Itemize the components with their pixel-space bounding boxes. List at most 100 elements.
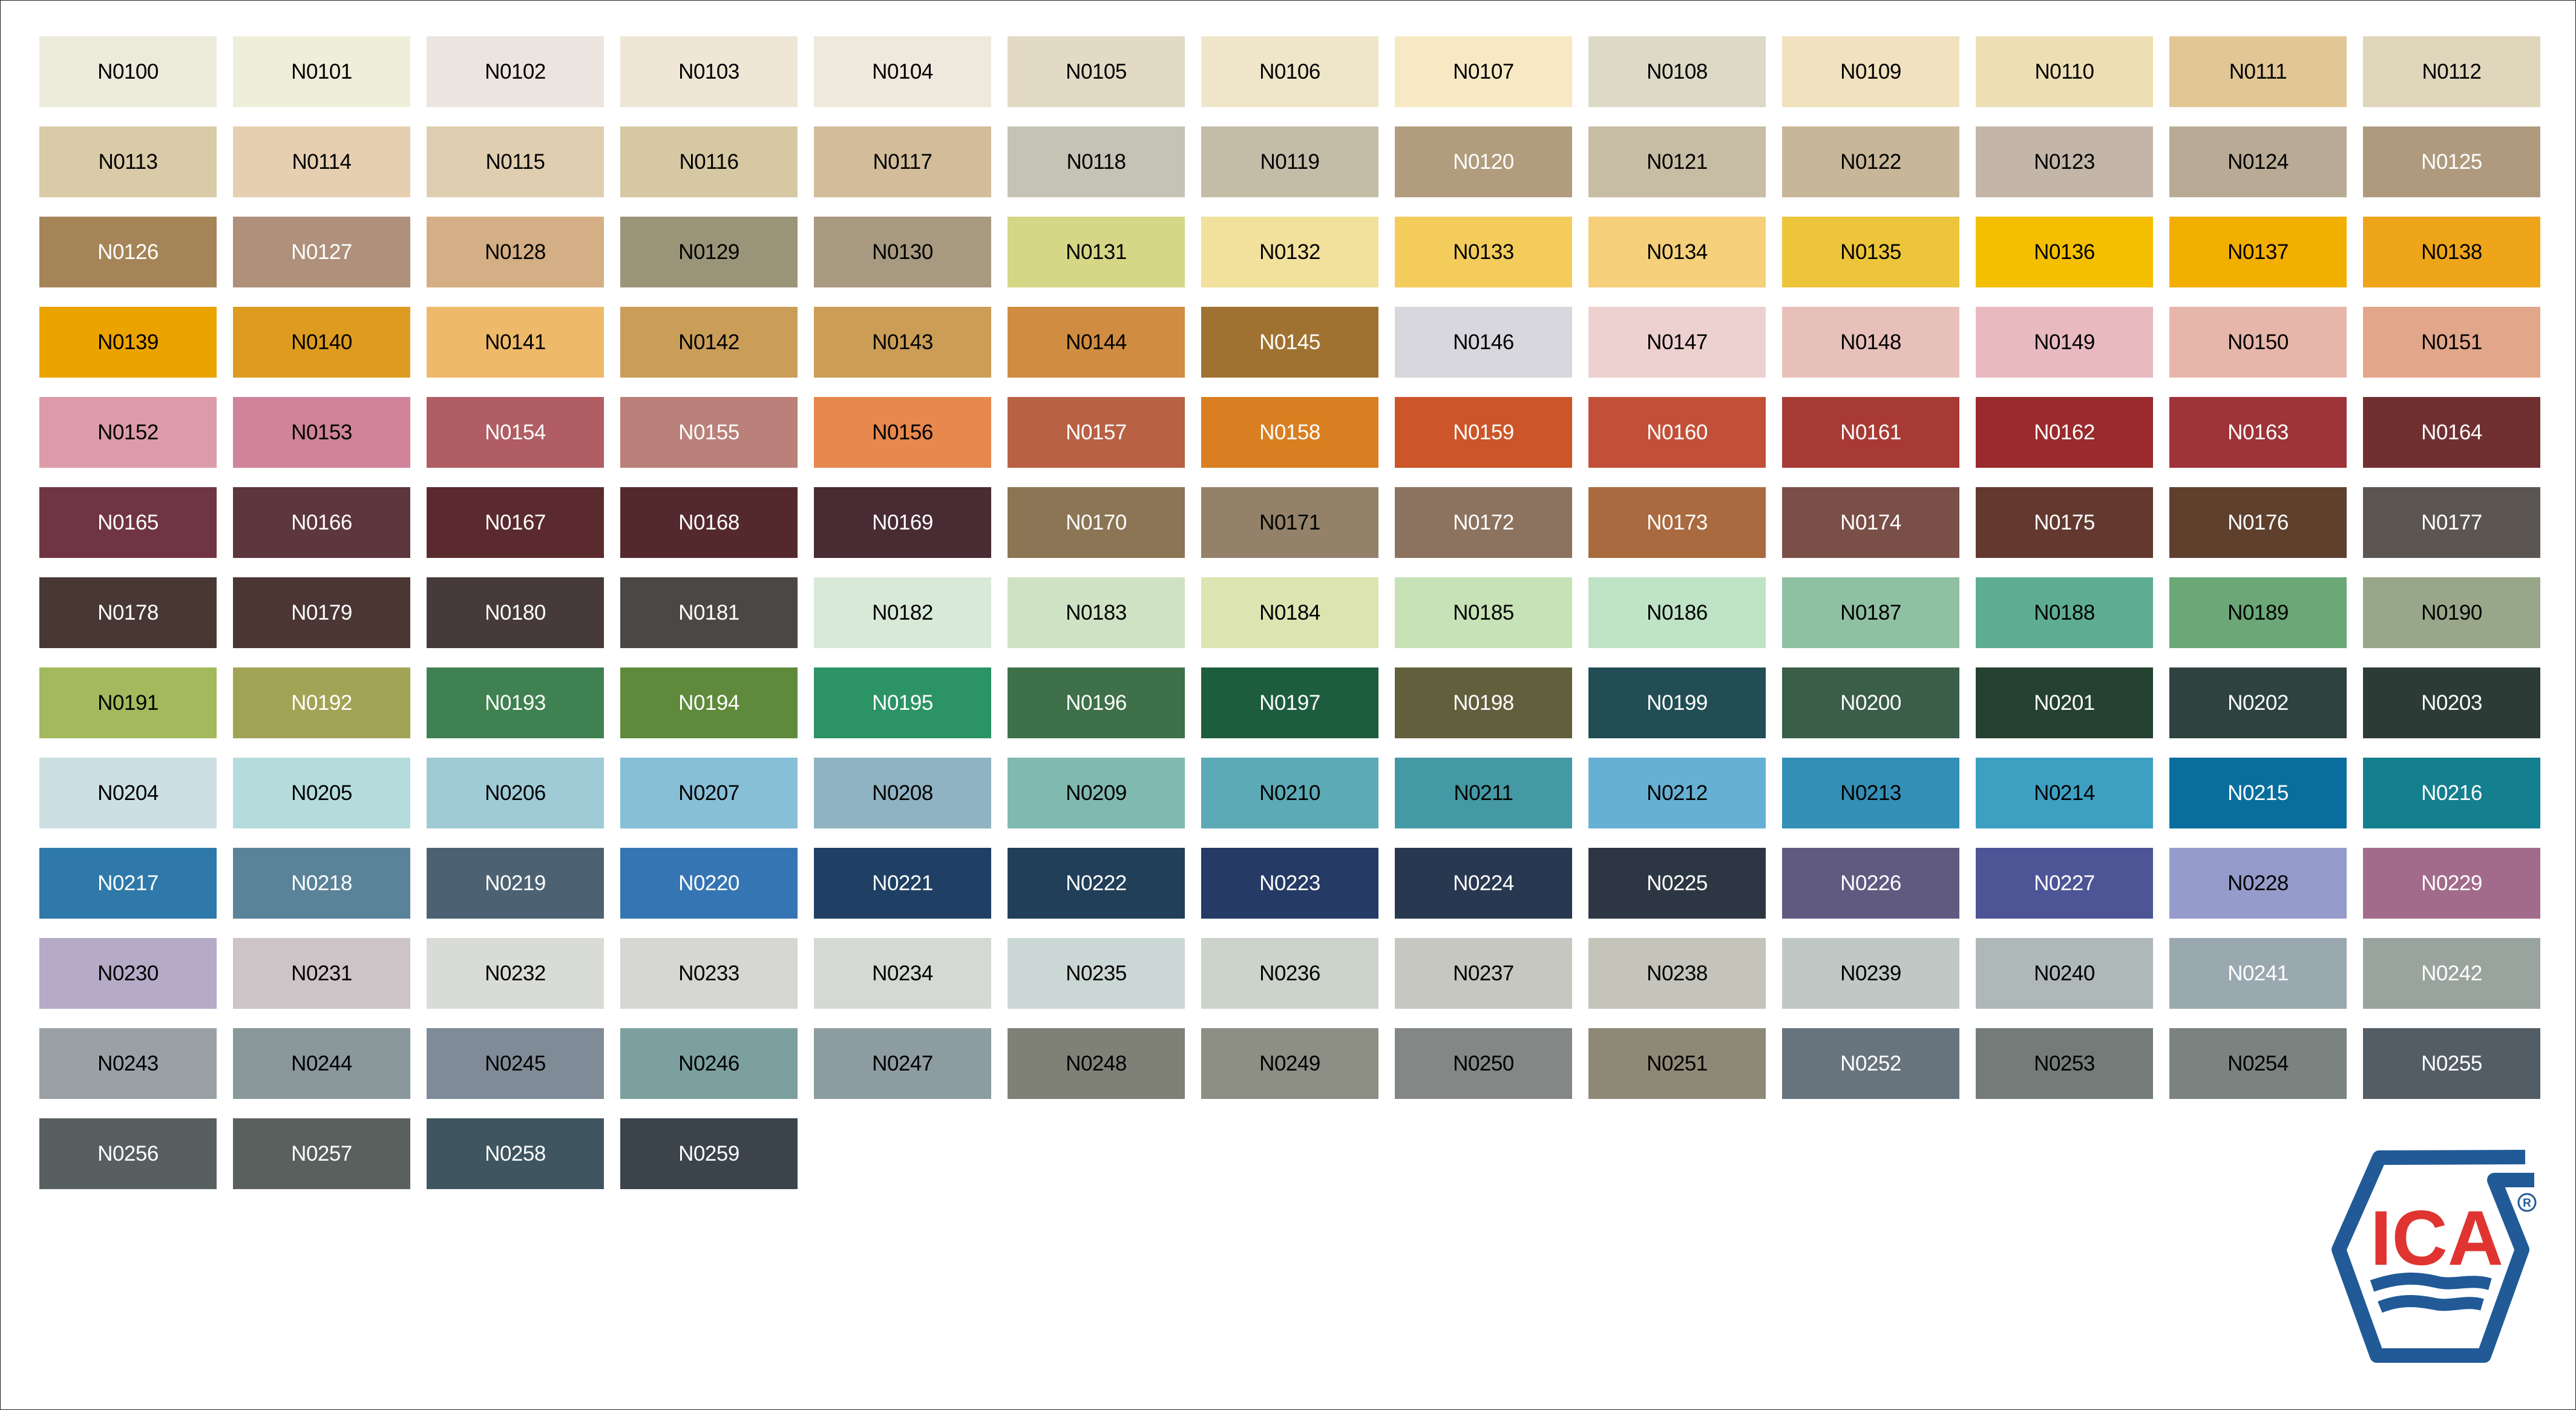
swatch-code-label: N0133 bbox=[1453, 240, 1514, 264]
swatch-code-label: N0199 bbox=[1647, 690, 1708, 715]
color-swatch-n0257: N0257 bbox=[233, 1118, 410, 1189]
swatch-code-label: N0177 bbox=[2421, 510, 2482, 534]
swatch-code-label: N0147 bbox=[1647, 330, 1708, 354]
swatch-code-label: N0259 bbox=[678, 1141, 739, 1166]
color-swatch-n0170: N0170 bbox=[1008, 487, 1185, 558]
color-swatch-n0225: N0225 bbox=[1588, 848, 1766, 919]
color-swatch-n0102: N0102 bbox=[427, 36, 604, 107]
swatch-code-label: N0167 bbox=[485, 510, 546, 534]
color-swatch-n0152: N0152 bbox=[39, 397, 217, 468]
color-swatch-n0191: N0191 bbox=[39, 667, 217, 738]
color-swatch-n0146: N0146 bbox=[1395, 307, 1572, 378]
swatch-code-label: N0150 bbox=[2227, 330, 2289, 354]
registered-mark: R bbox=[2523, 1197, 2531, 1210]
swatch-code-label: N0228 bbox=[2227, 871, 2289, 895]
color-swatch-n0204: N0204 bbox=[39, 758, 217, 828]
color-swatch-n0258: N0258 bbox=[427, 1118, 604, 1189]
color-swatch-n0105: N0105 bbox=[1008, 36, 1185, 107]
color-swatch-n0189: N0189 bbox=[2169, 577, 2347, 648]
swatch-code-label: N0212 bbox=[1647, 781, 1708, 805]
swatch-code-label: N0168 bbox=[678, 510, 739, 534]
color-swatch-grid: N0100 N0101 N0102 N0103 N0104 N0105 N0106 N0107… bbox=[39, 36, 2540, 1189]
color-swatch-n0107: N0107 bbox=[1395, 36, 1572, 107]
color-swatch-n0115: N0115 bbox=[427, 126, 604, 197]
swatch-code-label: N0245 bbox=[485, 1051, 546, 1075]
swatch-code-label: N0180 bbox=[485, 600, 546, 625]
color-swatch-n0103: N0103 bbox=[620, 36, 798, 107]
color-swatch-n0173: N0173 bbox=[1588, 487, 1766, 558]
color-swatch-n0164: N0164 bbox=[2363, 397, 2540, 468]
color-swatch-n0158: N0158 bbox=[1201, 397, 1378, 468]
color-swatch-n0123: N0123 bbox=[1976, 126, 2153, 197]
swatch-code-label: N0242 bbox=[2421, 961, 2482, 985]
swatch-code-label: N0243 bbox=[97, 1051, 159, 1075]
swatch-code-label: N0194 bbox=[678, 690, 739, 715]
color-swatch-n0106: N0106 bbox=[1201, 36, 1378, 107]
color-swatch-n0216: N0216 bbox=[2363, 758, 2540, 828]
swatch-code-label: N0124 bbox=[2227, 149, 2289, 174]
color-swatch-n0192: N0192 bbox=[233, 667, 410, 738]
swatch-code-label: N0117 bbox=[873, 149, 932, 174]
swatch-code-label: N0129 bbox=[678, 240, 739, 264]
swatch-code-label: N0254 bbox=[2227, 1051, 2289, 1075]
swatch-code-label: N0251 bbox=[1647, 1051, 1708, 1075]
color-swatch-n0109: N0109 bbox=[1782, 36, 1959, 107]
swatch-code-label: N0161 bbox=[1840, 420, 1901, 444]
swatch-code-label: N0248 bbox=[1066, 1051, 1127, 1075]
swatch-code-label: N0151 bbox=[2421, 330, 2482, 354]
swatch-code-label: N0104 bbox=[872, 59, 933, 84]
color-swatch-n0120: N0120 bbox=[1395, 126, 1572, 197]
color-swatch-n0255: N0255 bbox=[2363, 1028, 2540, 1099]
swatch-code-label: N0250 bbox=[1453, 1051, 1514, 1075]
color-swatch-n0157: N0157 bbox=[1008, 397, 1185, 468]
color-swatch-n0114: N0114 bbox=[233, 126, 410, 197]
color-swatch-n0177: N0177 bbox=[2363, 487, 2540, 558]
swatch-code-label: N0113 bbox=[98, 149, 158, 174]
color-swatch-n0176: N0176 bbox=[2169, 487, 2347, 558]
swatch-code-label: N0187 bbox=[1840, 600, 1901, 625]
color-swatch-n0237: N0237 bbox=[1395, 938, 1572, 1009]
color-swatch-n0160: N0160 bbox=[1588, 397, 1766, 468]
swatch-code-label: N0156 bbox=[872, 420, 933, 444]
swatch-code-label: N0241 bbox=[2227, 961, 2289, 985]
color-swatch-n0239: N0239 bbox=[1782, 938, 1959, 1009]
color-swatch-n0234: N0234 bbox=[814, 938, 991, 1009]
swatch-code-label: N0175 bbox=[2034, 510, 2095, 534]
color-swatch-n0159: N0159 bbox=[1395, 397, 1572, 468]
swatch-code-label: N0176 bbox=[2227, 510, 2289, 534]
color-swatch-n0256: N0256 bbox=[39, 1118, 217, 1189]
color-swatch-n0162: N0162 bbox=[1976, 397, 2153, 468]
color-swatch-n0140: N0140 bbox=[233, 307, 410, 378]
swatch-code-label: N0172 bbox=[1453, 510, 1514, 534]
swatch-code-label: N0103 bbox=[678, 59, 739, 84]
swatch-code-label: N0122 bbox=[1840, 149, 1901, 174]
color-swatch-n0128: N0128 bbox=[427, 217, 604, 287]
swatch-code-label: N0174 bbox=[1840, 510, 1901, 534]
swatch-code-label: N0231 bbox=[291, 961, 352, 985]
color-swatch-n0113: N0113 bbox=[39, 126, 217, 197]
swatch-code-label: N0178 bbox=[97, 600, 159, 625]
swatch-code-label: N0152 bbox=[97, 420, 159, 444]
swatch-code-label: N0184 bbox=[1259, 600, 1320, 625]
swatch-code-label: N0159 bbox=[1453, 420, 1514, 444]
swatch-code-label: N0226 bbox=[1840, 871, 1901, 895]
swatch-code-label: N0216 bbox=[2421, 781, 2482, 805]
swatch-code-label: N0198 bbox=[1453, 690, 1514, 715]
color-swatch-n0108: N0108 bbox=[1588, 36, 1766, 107]
color-swatch-n0254: N0254 bbox=[2169, 1028, 2347, 1099]
swatch-code-label: N0225 bbox=[1647, 871, 1708, 895]
swatch-code-label: N0121 bbox=[1647, 149, 1708, 174]
swatch-code-label: N0160 bbox=[1647, 420, 1708, 444]
swatch-code-label: N0189 bbox=[2227, 600, 2289, 625]
color-swatch-n0190: N0190 bbox=[2363, 577, 2540, 648]
color-swatch-n0143: N0143 bbox=[814, 307, 991, 378]
swatch-code-label: N0252 bbox=[1840, 1051, 1901, 1075]
color-swatch-n0116: N0116 bbox=[620, 126, 798, 197]
color-swatch-n0231: N0231 bbox=[233, 938, 410, 1009]
color-swatch-n0175: N0175 bbox=[1976, 487, 2153, 558]
swatch-code-label: N0119 bbox=[1260, 149, 1320, 174]
swatch-code-label: N0255 bbox=[2421, 1051, 2482, 1075]
color-swatch-n0246: N0246 bbox=[620, 1028, 798, 1099]
color-swatch-n0119: N0119 bbox=[1201, 126, 1378, 197]
swatch-code-label: N0246 bbox=[678, 1051, 739, 1075]
